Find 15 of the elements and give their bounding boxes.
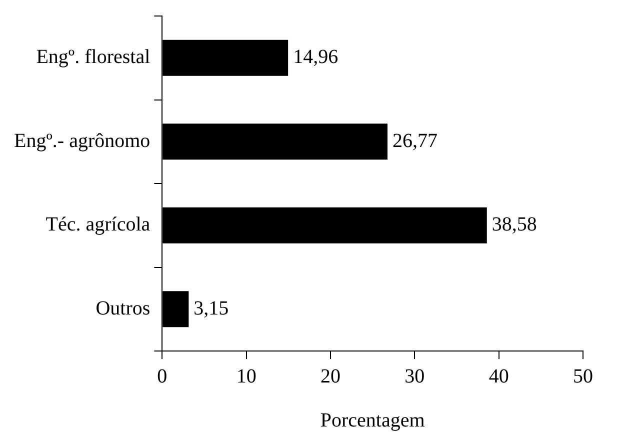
x-axis-title: Porcentagem xyxy=(320,409,426,432)
data-label: 3,15 xyxy=(194,297,229,320)
x-tick-label: 20 xyxy=(320,365,341,388)
data-label: 14,96 xyxy=(293,46,338,68)
y-tick-label: Outros xyxy=(96,297,150,320)
x-tick-label: 50 xyxy=(573,365,593,388)
x-tick-label: 10 xyxy=(236,365,256,388)
data-label: 26,77 xyxy=(392,130,438,152)
x-tick-label: 0 xyxy=(157,365,168,388)
y-tick-label: Engº.- agrônomo xyxy=(14,130,150,152)
data-label: 38,58 xyxy=(492,214,537,236)
y-tick-label: Engº. florestal xyxy=(36,46,151,68)
y-tick-label: Téc. agrícola xyxy=(46,214,150,236)
x-tick-label: 30 xyxy=(404,365,425,388)
x-tick-label: 40 xyxy=(488,365,509,388)
